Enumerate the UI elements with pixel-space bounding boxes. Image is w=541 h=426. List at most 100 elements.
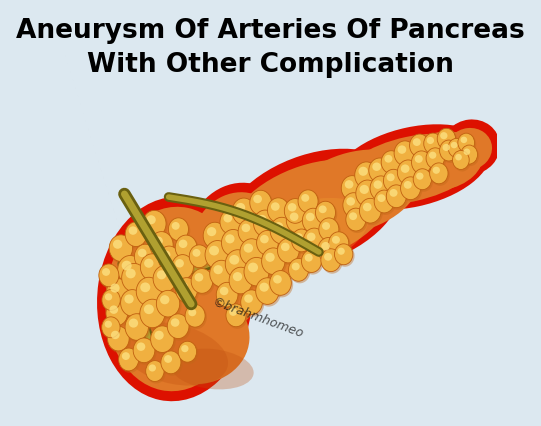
Ellipse shape [150, 232, 173, 259]
Ellipse shape [356, 181, 379, 207]
Ellipse shape [285, 199, 306, 224]
Ellipse shape [371, 177, 393, 203]
Ellipse shape [207, 227, 216, 236]
Ellipse shape [460, 137, 467, 144]
Ellipse shape [225, 250, 250, 279]
Ellipse shape [161, 351, 181, 374]
Text: Aneurysm Of Arteries Of Pancreas: Aneurysm Of Arteries Of Pancreas [16, 18, 525, 44]
Ellipse shape [288, 259, 308, 282]
Ellipse shape [267, 199, 289, 223]
Ellipse shape [410, 135, 430, 158]
Ellipse shape [160, 296, 169, 305]
Ellipse shape [270, 272, 293, 298]
Ellipse shape [253, 195, 262, 204]
Ellipse shape [440, 141, 458, 161]
Ellipse shape [322, 222, 330, 230]
Ellipse shape [281, 243, 289, 251]
Ellipse shape [102, 317, 120, 338]
Ellipse shape [176, 279, 199, 305]
Ellipse shape [398, 161, 421, 187]
Ellipse shape [256, 279, 281, 307]
Ellipse shape [227, 305, 248, 329]
Ellipse shape [100, 265, 121, 289]
Ellipse shape [250, 191, 272, 216]
Ellipse shape [426, 149, 445, 170]
Ellipse shape [105, 207, 243, 391]
Ellipse shape [210, 262, 235, 289]
Ellipse shape [171, 255, 194, 279]
Ellipse shape [302, 251, 324, 275]
Ellipse shape [222, 199, 368, 280]
Ellipse shape [223, 215, 232, 223]
Ellipse shape [451, 142, 458, 149]
Ellipse shape [318, 238, 340, 262]
Ellipse shape [181, 345, 188, 352]
Ellipse shape [244, 295, 253, 303]
Ellipse shape [122, 264, 147, 292]
Ellipse shape [147, 362, 166, 384]
Ellipse shape [443, 144, 450, 152]
Ellipse shape [226, 251, 252, 281]
Ellipse shape [122, 352, 130, 360]
Ellipse shape [230, 268, 254, 296]
Ellipse shape [99, 264, 119, 287]
Ellipse shape [156, 291, 180, 317]
Ellipse shape [273, 276, 282, 284]
Ellipse shape [120, 349, 141, 373]
Ellipse shape [154, 237, 163, 246]
Ellipse shape [437, 129, 456, 150]
Ellipse shape [193, 249, 201, 257]
Ellipse shape [429, 152, 437, 159]
Ellipse shape [307, 233, 315, 242]
Ellipse shape [205, 241, 230, 269]
Ellipse shape [415, 155, 423, 164]
Ellipse shape [153, 266, 176, 292]
Ellipse shape [214, 265, 223, 275]
Ellipse shape [107, 279, 130, 305]
Ellipse shape [315, 202, 335, 225]
Ellipse shape [438, 130, 457, 152]
Ellipse shape [188, 309, 196, 317]
Ellipse shape [125, 222, 147, 247]
Ellipse shape [103, 291, 122, 313]
Ellipse shape [188, 183, 286, 285]
Ellipse shape [271, 203, 280, 211]
Ellipse shape [110, 236, 134, 264]
Ellipse shape [122, 261, 131, 271]
Ellipse shape [229, 268, 253, 294]
Ellipse shape [320, 219, 341, 243]
Ellipse shape [175, 259, 184, 268]
Ellipse shape [401, 178, 423, 202]
Ellipse shape [210, 261, 233, 287]
Ellipse shape [343, 193, 365, 218]
Ellipse shape [121, 322, 228, 386]
Ellipse shape [329, 233, 351, 257]
Ellipse shape [221, 188, 320, 281]
Ellipse shape [378, 195, 385, 202]
Ellipse shape [412, 152, 432, 174]
Ellipse shape [359, 199, 381, 224]
Ellipse shape [185, 305, 205, 327]
Ellipse shape [360, 185, 369, 195]
Ellipse shape [134, 339, 157, 365]
Ellipse shape [136, 278, 161, 306]
Ellipse shape [427, 150, 446, 171]
Ellipse shape [413, 139, 421, 147]
Ellipse shape [262, 248, 285, 275]
Ellipse shape [133, 284, 249, 384]
Ellipse shape [384, 171, 405, 195]
Ellipse shape [401, 165, 410, 173]
Ellipse shape [394, 141, 416, 166]
Ellipse shape [265, 253, 275, 262]
Ellipse shape [124, 295, 134, 304]
Ellipse shape [109, 235, 133, 262]
Ellipse shape [413, 170, 432, 190]
Ellipse shape [221, 230, 245, 256]
Ellipse shape [122, 265, 149, 294]
Ellipse shape [233, 272, 242, 282]
Ellipse shape [107, 302, 129, 328]
Ellipse shape [464, 149, 470, 155]
Ellipse shape [229, 308, 237, 316]
Ellipse shape [225, 235, 235, 244]
Ellipse shape [382, 152, 403, 176]
